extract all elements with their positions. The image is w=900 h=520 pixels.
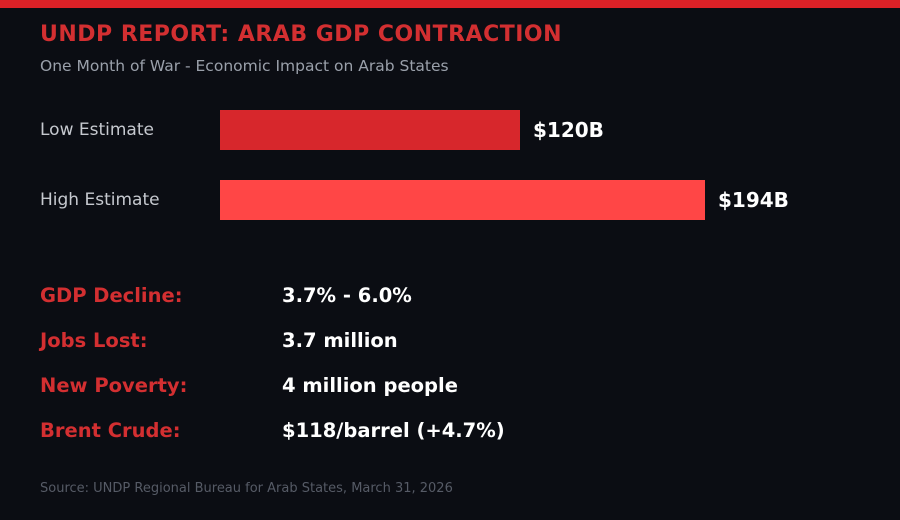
bar-row-high-estimate: High Estimate $194B: [0, 180, 789, 220]
stat-row-gdp-decline: GDP Decline: 3.7% - 6.0%: [0, 273, 412, 318]
bar-high-estimate: [220, 180, 705, 220]
stat-value-gdp-decline: 3.7% - 6.0%: [282, 284, 412, 307]
bar-row-low-estimate: Low Estimate $120B: [0, 110, 604, 150]
stat-value-new-poverty: 4 million people: [282, 374, 458, 397]
stat-label-jobs-lost: Jobs Lost:: [40, 329, 148, 352]
stat-row-new-poverty: New Poverty: 4 million people: [0, 363, 458, 408]
source-note: Source: UNDP Regional Bureau for Arab St…: [40, 481, 453, 496]
stat-row-jobs-lost: Jobs Lost: 3.7 million: [0, 318, 398, 363]
stat-label-gdp-decline: GDP Decline:: [40, 284, 183, 307]
stat-label-brent-crude: Brent Crude:: [40, 419, 181, 442]
stat-value-jobs-lost: 3.7 million: [282, 329, 398, 352]
page-subtitle: One Month of War - Economic Impact on Ar…: [40, 57, 449, 75]
top-accent-bar: [0, 0, 900, 8]
bar-value-high-estimate: $194B: [718, 188, 789, 212]
stat-row-brent-crude: Brent Crude: $118/barrel (+4.7%): [0, 408, 505, 453]
bar-label-low-estimate: Low Estimate: [40, 120, 154, 140]
stat-label-new-poverty: New Poverty:: [40, 374, 188, 397]
bar-value-low-estimate: $120B: [533, 118, 604, 142]
bar-label-high-estimate: High Estimate: [40, 190, 160, 210]
stat-value-brent-crude: $118/barrel (+4.7%): [282, 419, 505, 442]
page-title: UNDP REPORT: ARAB GDP CONTRACTION: [40, 22, 563, 47]
bar-low-estimate: [220, 110, 520, 150]
